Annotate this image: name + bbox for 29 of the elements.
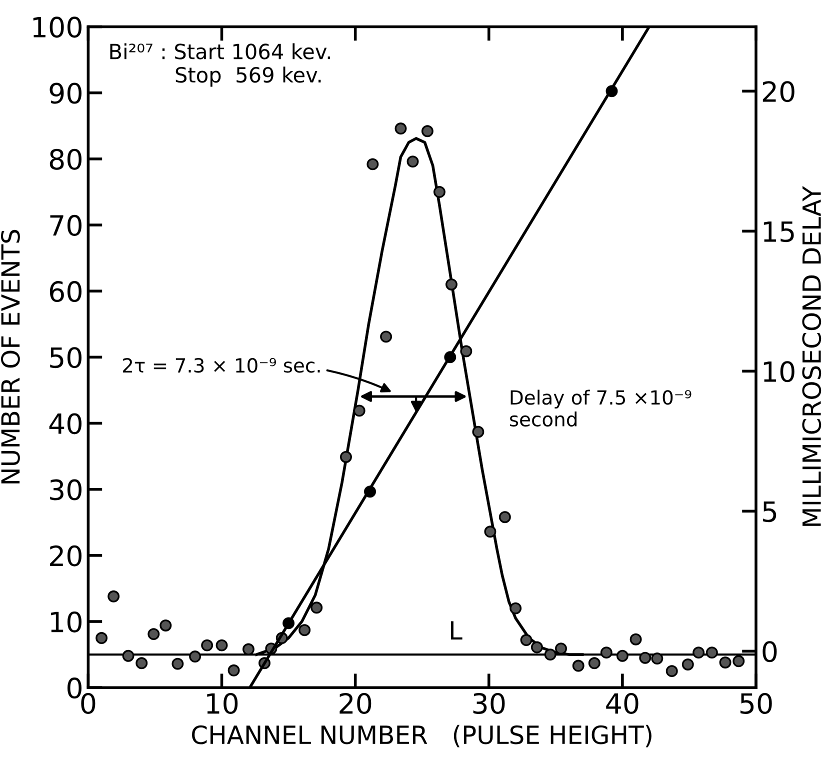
y-tick-label: 40 bbox=[49, 413, 82, 434]
y2-tick-label: 20 bbox=[762, 81, 794, 102]
y-tick-label: 30 bbox=[50, 479, 82, 500]
y-tick-label: 60 bbox=[50, 281, 82, 302]
ref-line-label: L bbox=[450, 621, 462, 640]
y2-tick-label: 10 bbox=[764, 361, 794, 382]
y-tick-label: 50 bbox=[50, 347, 82, 368]
y-tick-label: 80 bbox=[50, 148, 82, 170]
x-tick-label: 40 bbox=[606, 692, 638, 714]
y2-tick-label: 0 bbox=[762, 641, 777, 662]
y-tick-label: 90 bbox=[50, 82, 82, 104]
x-axis-title: CHANNEL NUMBER (PULSE HEIGHT) bbox=[192, 724, 652, 748]
annotation: Bi²⁰⁷ : Start 1064 kev. Stop 569 kev. bbox=[110, 43, 330, 87]
y-tick-label: 0 bbox=[67, 678, 82, 699]
x-tick-label: 20 bbox=[340, 692, 372, 714]
annotation: 2τ = 7.3 × 10⁻⁹ sec. bbox=[123, 358, 320, 373]
x-tick-label: 50 bbox=[740, 692, 772, 714]
y-tick-label: 100 bbox=[33, 16, 82, 38]
x-tick-label: 10 bbox=[207, 692, 238, 714]
y2-tick-label: 5 bbox=[763, 501, 776, 522]
annotation: Delay of 7.5 ×10⁻⁹ second bbox=[510, 390, 692, 427]
y-axis-title: NUMBER OF EVENTS bbox=[1, 230, 20, 484]
x-tick-label: 0 bbox=[81, 692, 96, 714]
y2-tick-label: 15 bbox=[764, 221, 794, 242]
y2-axis-title: MILLIMICROSECOND DELAY bbox=[802, 186, 822, 526]
y-tick-label: 70 bbox=[50, 214, 82, 236]
y-tick-label: 20 bbox=[50, 545, 82, 566]
x-tick-label: 30 bbox=[473, 692, 505, 714]
y-tick-label: 10 bbox=[51, 611, 82, 632]
